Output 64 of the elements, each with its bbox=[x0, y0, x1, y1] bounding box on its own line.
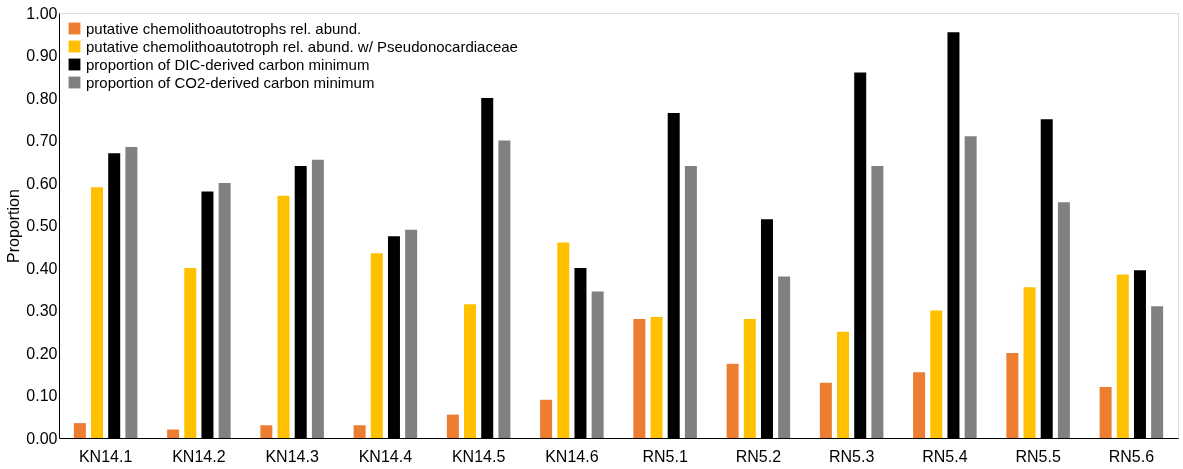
x-tick-label: KN14.3 bbox=[265, 447, 319, 465]
bar bbox=[218, 183, 231, 438]
bar bbox=[1116, 274, 1129, 438]
legend-label: proportion of DIC-derived carbon minimum bbox=[86, 55, 370, 73]
bar bbox=[684, 166, 697, 438]
x-tick-label: KN14.6 bbox=[545, 447, 599, 465]
y-tick-label: 0.20 bbox=[26, 344, 58, 362]
bar bbox=[1151, 306, 1164, 438]
bar bbox=[964, 136, 977, 438]
x-tick-label: RN5.5 bbox=[1015, 447, 1061, 465]
y-tick-label: 0.50 bbox=[26, 217, 58, 234]
bar bbox=[311, 159, 324, 438]
x-tick-label: KN14.1 bbox=[78, 447, 133, 465]
bar bbox=[260, 425, 273, 438]
bar bbox=[73, 423, 86, 438]
bar bbox=[743, 319, 756, 438]
bar bbox=[633, 319, 646, 438]
x-tick-label: KN14.2 bbox=[172, 447, 226, 465]
bar bbox=[591, 291, 604, 438]
y-axis-title: Proportion bbox=[5, 189, 23, 263]
x-tick-label: RN5.1 bbox=[642, 447, 688, 465]
x-tick-label: RN5.3 bbox=[828, 447, 875, 465]
y-tick-label: 0.40 bbox=[26, 259, 58, 277]
y-tick-label: 0.30 bbox=[26, 302, 58, 319]
legend-label: putative chemolithoautotrophs rel. abund. bbox=[86, 19, 362, 37]
y-tick-label: 0.10 bbox=[26, 387, 58, 404]
bar bbox=[405, 229, 418, 438]
y-tick-label: 1.00 bbox=[26, 4, 58, 22]
x-tick-label: RN5.4 bbox=[922, 447, 968, 465]
bar bbox=[277, 195, 290, 438]
x-tick-label: RN5.6 bbox=[1108, 447, 1155, 465]
bar bbox=[930, 310, 943, 438]
bar bbox=[557, 242, 570, 438]
bar bbox=[1057, 202, 1070, 438]
bar bbox=[464, 304, 477, 438]
bar bbox=[1006, 353, 1019, 438]
y-tick-label: 0.70 bbox=[26, 132, 58, 149]
bar bbox=[498, 140, 511, 438]
y-tick-label: 0.60 bbox=[26, 174, 58, 192]
bar bbox=[778, 276, 791, 438]
bar bbox=[353, 425, 366, 438]
legend-label: putative chemolithoautotroph rel. abund. w/ Pseudonocardiaceae bbox=[86, 37, 518, 55]
legend-label: proportion of CO2-derived carbon minimum bbox=[86, 73, 375, 91]
bar bbox=[446, 414, 459, 438]
bar bbox=[184, 268, 197, 438]
y-tick-label: 0.00 bbox=[26, 429, 58, 447]
bar bbox=[167, 429, 180, 438]
bar bbox=[837, 331, 850, 438]
bar bbox=[1099, 387, 1112, 438]
bar bbox=[650, 316, 663, 438]
bar bbox=[726, 363, 739, 438]
x-tick-label: KN14.4 bbox=[358, 447, 413, 465]
y-tick-label: 0.80 bbox=[26, 89, 58, 107]
x-tick-label: RN5.2 bbox=[735, 447, 782, 465]
y-tick-label: 0.90 bbox=[26, 47, 58, 64]
x-tick-label: KN14.5 bbox=[451, 447, 506, 465]
bar bbox=[370, 253, 383, 438]
bar bbox=[125, 146, 138, 438]
bar bbox=[819, 382, 832, 438]
bar bbox=[913, 372, 926, 438]
bar bbox=[871, 166, 884, 438]
bar bbox=[540, 399, 553, 438]
bar bbox=[1023, 287, 1036, 438]
bar bbox=[91, 187, 104, 438]
